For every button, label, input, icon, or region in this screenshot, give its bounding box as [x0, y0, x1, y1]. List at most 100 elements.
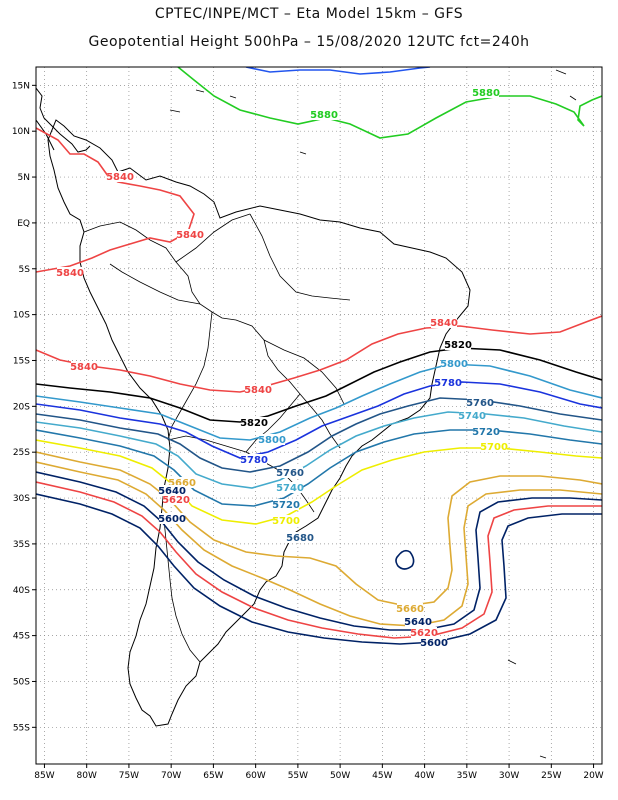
lat-tick-label: 25S: [13, 448, 30, 458]
contour-label-bg: [159, 485, 185, 496]
lon-tick-label: 20W: [583, 771, 603, 781]
contour-label-bg: [107, 171, 133, 182]
contour-label-l5720a: 5720: [472, 427, 500, 438]
contour-label-l5740a: 5740: [458, 411, 486, 422]
contour-layer: [36, 67, 602, 645]
contour-label-bg: [405, 616, 431, 627]
contour-label-bg: [57, 267, 83, 278]
lat-tick-label: 45S: [13, 632, 30, 642]
lon-tick-label: 55W: [288, 771, 308, 781]
contour-label-bg: [311, 109, 337, 120]
contour-label-bg: [435, 377, 461, 388]
lon-tick-label: 40W: [414, 771, 434, 781]
contour-label-bg: [481, 441, 507, 452]
lon-tick-label: 35W: [457, 771, 477, 781]
contour-label-l5880a: 5880: [310, 110, 338, 121]
contour-label-l5680a: 5680: [286, 533, 314, 544]
contour-label-bg: [159, 513, 185, 524]
lon-tick-label: 30W: [499, 771, 519, 781]
map-title-line1: CPTEC/INPE/MCT – Eta Model 15km – GFS: [154, 6, 464, 22]
contour-label-bg: [459, 410, 485, 421]
lat-tick-label: 30S: [13, 494, 30, 504]
contour-label-bg: [273, 499, 299, 510]
contour-label-l5840b: 5840: [176, 230, 204, 241]
contour-label-l5780b: 5780: [240, 455, 268, 466]
contour-label-bg: [411, 627, 437, 638]
lon-tick-label: 85W: [34, 771, 54, 781]
contour-label-l5720b: 5720: [272, 500, 300, 511]
contour-label-l5840e: 5840: [430, 318, 458, 329]
contour-5640: [36, 471, 602, 631]
contour-label-l5800b: 5800: [258, 435, 286, 446]
contour-label-l5700b: 5700: [272, 516, 300, 527]
contour-labels: 5880 5880 5840 5840 5840 5840 5840 5840 5820 5820…: [56, 87, 508, 649]
contour-5620: [36, 481, 602, 639]
contour-5660: [36, 461, 602, 627]
contour-label-l5740b: 5740: [276, 483, 304, 494]
lon-tick-label: 45W: [372, 771, 392, 781]
contour-label-bg: [245, 384, 271, 395]
contour-label-bg: [397, 603, 423, 614]
contour-label-l5800a: 5800: [440, 359, 468, 370]
lat-tick-label: 35S: [13, 540, 30, 550]
contour-label-l5660b: 5660: [396, 604, 424, 615]
contour-5840-south: [36, 315, 602, 393]
contour-5840-north: [36, 127, 195, 273]
contour-5800: [36, 363, 602, 441]
lat-tick-label: 20S: [13, 402, 30, 412]
contour-label-bg: [241, 454, 267, 465]
lat-tick-label: 10S: [13, 311, 30, 321]
contour-5760: [36, 397, 602, 473]
contour-label-bg: [473, 426, 499, 437]
islands: [169, 69, 577, 759]
contour-label-bg: [259, 434, 285, 445]
lat-tick-label: 5S: [19, 265, 31, 275]
contour-label-l5620a: 5620: [162, 495, 190, 506]
lon-tick-label: 50W: [330, 771, 350, 781]
contour-label-l5640a: 5640: [158, 486, 186, 497]
contour-label-bg: [241, 417, 267, 428]
lat-tick-label: EQ: [17, 219, 30, 229]
contour-label-bg: [163, 494, 189, 505]
map-frame: [35, 66, 603, 765]
lon-tick-label: 60W: [245, 771, 265, 781]
contour-5740: [36, 411, 602, 489]
contour-label-l5840d: 5840: [70, 362, 98, 373]
contour-5860: [245, 67, 431, 75]
contour-5880: [177, 67, 602, 139]
lat-tick-label: 55S: [13, 723, 30, 733]
contour-label-bg: [473, 87, 499, 98]
contour-label-l5840a: 5840: [106, 172, 134, 183]
contour-5600: [36, 493, 602, 645]
contour-label-bg: [277, 467, 303, 478]
contour-label-l5780a: 5780: [434, 378, 462, 389]
lat-tick-label: 10N: [12, 127, 30, 137]
lon-tick-label: 70W: [161, 771, 181, 781]
lat-tick-label: 50S: [13, 677, 30, 687]
contour-label-l5700a: 5700: [480, 442, 508, 453]
contour-label-l5840c: 5840: [56, 268, 84, 279]
contour-label-l5760a: 5760: [466, 398, 494, 409]
lon-tick-label: 65W: [203, 771, 223, 781]
contour-label-l5840f: 5840: [244, 385, 272, 396]
lat-tick-label: 15N: [12, 81, 30, 91]
contour-label-l5620b: 5620: [410, 628, 438, 639]
contour-label-l5660a: 5660: [168, 478, 196, 489]
contour-5820: [36, 347, 602, 423]
lon-tick-label: 25W: [541, 771, 561, 781]
contour-label-bg: [287, 532, 313, 543]
contour-5660-closed-low: [395, 549, 415, 570]
lat-tick-label: 5N: [18, 173, 30, 183]
contour-label-l5600b: 5600: [420, 638, 448, 649]
country-borders: [83, 213, 351, 663]
contour-label-bg: [445, 339, 471, 350]
contour-label-bg: [431, 317, 457, 328]
lat-tick-label: 40S: [13, 586, 30, 596]
contour-5780: [36, 381, 602, 459]
contour-label-l5600a: 5600: [158, 514, 186, 525]
south-america-coastline: [47, 119, 471, 727]
contour-label-bg: [277, 482, 303, 493]
lat-tick-label: 15S: [13, 356, 30, 366]
